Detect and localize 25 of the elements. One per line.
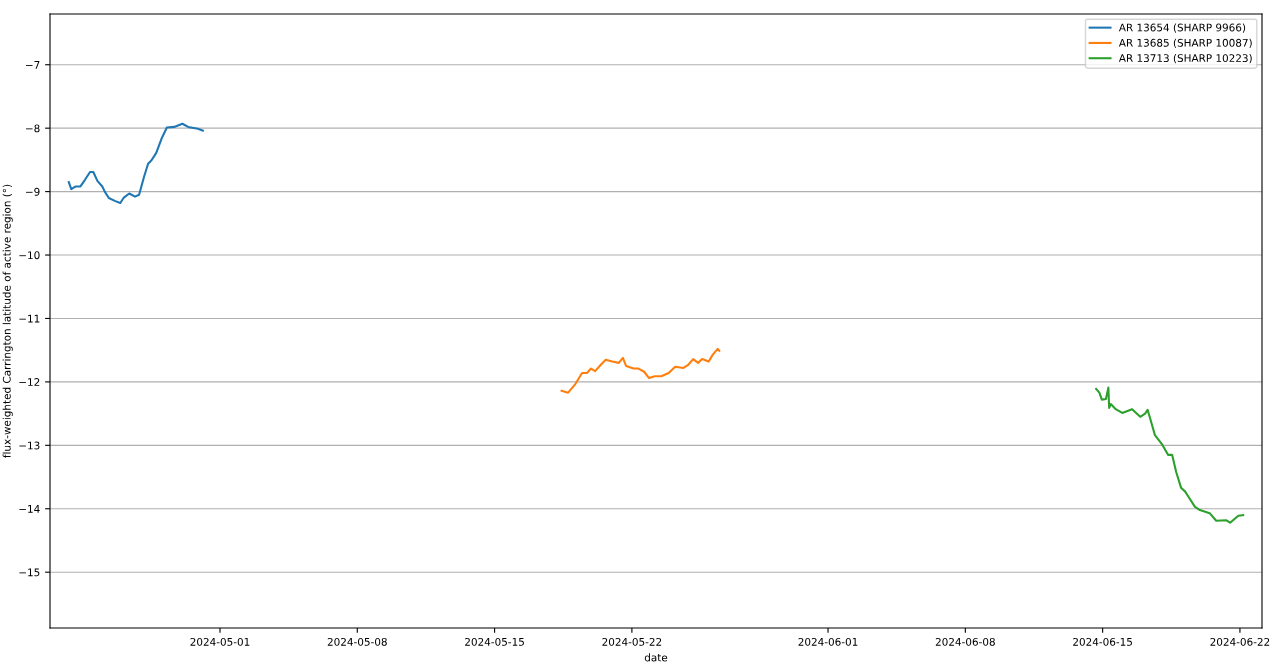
y-tick-label: −12 [19, 378, 40, 386]
x-tick-label: 2024-05-08 [327, 637, 387, 646]
y-tick-label: −7 [26, 61, 40, 69]
x-tick-label: 2024-06-08 [935, 637, 995, 646]
y-tick-label: −15 [19, 568, 40, 577]
x-tick-label: 2024-06-01 [798, 637, 858, 646]
y-tick-label: −13 [19, 441, 40, 450]
legend-label: AR 13654 (SHARP 9966) [1118, 23, 1246, 33]
y-tick-label: −9 [26, 187, 40, 196]
y-tick-label: −10 [19, 251, 40, 260]
x-tick-label: 2024-06-15 [1073, 637, 1132, 646]
y-tick-label: −11 [19, 314, 40, 323]
x-axis-title: date [644, 653, 668, 662]
y-tick-label: −8 [26, 124, 40, 133]
x-tick-label: 2024-06-22 [1210, 637, 1270, 646]
y-tick-label: −14 [19, 505, 40, 513]
line-series [560, 347, 721, 394]
x-tick-label: 2024-05-22 [602, 637, 662, 646]
legend-label: AR 13685 (SHARP 10087) [1118, 38, 1252, 48]
x-tick-label: 2024-05-01 [190, 637, 250, 646]
legend-label: AR 13713 (SHARP 10223) [1118, 53, 1252, 64]
y-axis-title: flux-weighted Carrington latitude of active region (°) [2, 184, 13, 458]
x-tick-label: 2024-05-15 [465, 637, 524, 646]
line-series [1095, 386, 1245, 524]
line-series [67, 122, 204, 205]
